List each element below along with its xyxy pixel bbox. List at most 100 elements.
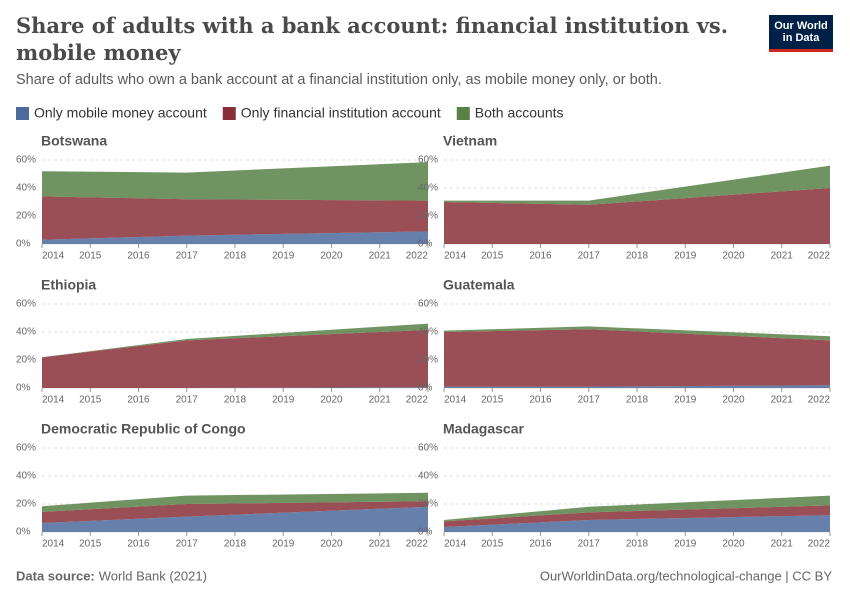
x-tick-label: 2021	[771, 251, 794, 262]
x-tick-label: 2015	[79, 251, 102, 262]
panel-title: Madagascar	[443, 421, 524, 437]
x-tick-label: 2022	[406, 395, 429, 406]
panel-title: Ethiopia	[41, 277, 96, 293]
area	[42, 162, 428, 201]
x-tick-label: 2021	[369, 539, 392, 550]
y-tick-label: 20%	[16, 211, 36, 222]
x-tick-label: 2018	[626, 251, 649, 262]
y-tick-label: 0%	[16, 239, 31, 250]
x-tick-label: 2015	[481, 251, 504, 262]
x-tick-label: 2020	[320, 395, 343, 406]
logo-text: Our World	[774, 20, 828, 32]
y-tick-label: 60%	[16, 299, 36, 310]
x-tick-label: 2021	[771, 539, 794, 550]
title: Share of adults with a bank account: fin…	[16, 13, 729, 65]
x-tick-label: 2022	[808, 395, 831, 406]
x-tick-label: 2014	[42, 539, 65, 550]
area	[444, 188, 830, 244]
legend-label: Only financial institution account	[241, 105, 441, 121]
y-tick-label: 40%	[16, 471, 36, 482]
x-tick-label: 2016	[529, 251, 552, 262]
x-tick-label: 2019	[272, 251, 295, 262]
x-tick-label: 2022	[406, 539, 429, 550]
x-tick-label: 2019	[272, 539, 295, 550]
y-tick-label: 20%	[16, 355, 36, 366]
y-tick-label: 0%	[418, 527, 433, 538]
panel-title: Democratic Republic of Congo	[41, 421, 246, 437]
x-tick-label: 2020	[320, 539, 343, 550]
x-tick-label: 2016	[529, 395, 552, 406]
area	[444, 505, 830, 527]
area	[42, 323, 428, 358]
y-tick-label: 40%	[16, 183, 36, 194]
x-tick-label: 2015	[481, 395, 504, 406]
area	[444, 495, 830, 522]
x-tick-label: 2022	[808, 539, 831, 550]
x-tick-label: 2016	[127, 539, 150, 550]
x-tick-label: 2017	[176, 251, 199, 262]
x-tick-label: 2021	[771, 395, 794, 406]
y-tick-label: 60%	[16, 155, 36, 166]
source: World Bank (2021)	[99, 568, 207, 583]
legend-label: Only mobile money account	[34, 105, 207, 121]
x-tick-label: 2019	[674, 539, 697, 550]
x-tick-label: 2018	[224, 539, 247, 550]
x-tick-label: 2015	[79, 395, 102, 406]
x-tick-label: 2018	[626, 539, 649, 550]
x-tick-label: 2021	[369, 251, 392, 262]
legend-label: Both accounts	[475, 105, 564, 121]
area	[42, 506, 428, 532]
x-tick-label: 2014	[444, 395, 467, 406]
x-tick-label: 2018	[224, 395, 247, 406]
y-tick-label: 20%	[418, 211, 438, 222]
area	[42, 387, 428, 388]
x-tick-label: 2019	[674, 251, 697, 262]
y-tick-label: 0%	[418, 239, 433, 250]
x-tick-label: 2014	[444, 251, 467, 262]
y-tick-label: 40%	[418, 471, 438, 482]
legend-swatch	[456, 107, 470, 120]
x-tick-label: 2015	[79, 539, 102, 550]
x-tick-label: 2018	[224, 251, 247, 262]
x-tick-label: 2019	[674, 395, 697, 406]
x-tick-label: 2022	[406, 251, 429, 262]
x-tick-label: 2018	[626, 395, 649, 406]
x-tick-label: 2014	[42, 251, 65, 262]
area	[444, 326, 830, 341]
x-tick-label: 2020	[320, 251, 343, 262]
area	[42, 501, 428, 524]
x-tick-label: 2016	[127, 251, 150, 262]
legend-swatch	[16, 107, 29, 120]
area	[42, 196, 428, 240]
area	[444, 329, 830, 387]
y-tick-label: 20%	[418, 499, 438, 510]
logo[interactable]: Our World in Data	[769, 15, 833, 52]
source-label: Data source:	[16, 568, 95, 583]
x-tick-label: 2017	[578, 251, 601, 262]
x-tick-label: 2020	[722, 251, 745, 262]
subtitle: Share of adults who own a bank account a…	[16, 72, 662, 88]
x-tick-label: 2020	[722, 395, 745, 406]
y-tick-label: 40%	[418, 327, 438, 338]
x-tick-label: 2019	[272, 395, 295, 406]
area	[444, 385, 830, 388]
area	[42, 231, 428, 244]
area	[444, 515, 830, 532]
x-tick-label: 2022	[808, 251, 831, 262]
y-tick-label: 60%	[418, 299, 438, 310]
y-tick-label: 20%	[418, 355, 438, 366]
panel-title: Vietnam	[443, 133, 497, 149]
x-tick-label: 2016	[529, 539, 552, 550]
legend-swatch	[222, 107, 236, 120]
x-tick-label: 2021	[369, 395, 392, 406]
y-tick-label: 0%	[418, 383, 433, 394]
panel-title: Botswana	[41, 133, 107, 149]
x-tick-label: 2014	[42, 395, 65, 406]
x-tick-label: 2014	[444, 539, 467, 550]
area	[42, 492, 428, 512]
panel-title: Guatemala	[443, 277, 515, 293]
y-tick-label: 0%	[16, 383, 31, 394]
y-tick-label: 0%	[16, 527, 31, 538]
